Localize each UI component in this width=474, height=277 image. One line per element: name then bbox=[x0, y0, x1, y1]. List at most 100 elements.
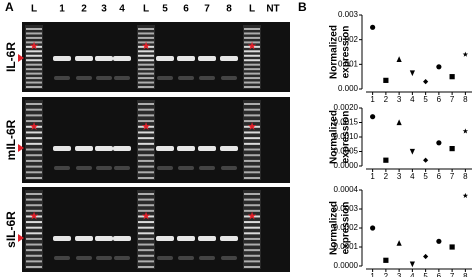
ladder-band bbox=[26, 63, 42, 66]
point bbox=[449, 74, 455, 80]
faint-band bbox=[178, 76, 194, 80]
point bbox=[396, 56, 402, 62]
faint-band bbox=[76, 256, 92, 260]
band bbox=[220, 146, 238, 151]
faint-band bbox=[157, 256, 173, 260]
point bbox=[462, 128, 469, 134]
ladder-band bbox=[138, 226, 154, 229]
x-tick-label: 2 bbox=[384, 272, 389, 277]
ladder-band bbox=[244, 226, 260, 229]
row-label: mIL-6R bbox=[4, 119, 18, 160]
x-tick-label: 1 bbox=[370, 272, 375, 277]
ladder-band bbox=[138, 28, 154, 30]
ladder-star: ★ bbox=[29, 211, 39, 223]
ladder-band bbox=[138, 243, 154, 246]
ladder-band bbox=[138, 171, 154, 174]
ladder-band bbox=[138, 232, 154, 235]
x-tick-label: 4 bbox=[410, 95, 415, 104]
faint-band bbox=[76, 76, 92, 80]
ladder-band bbox=[138, 125, 154, 128]
ladder-band bbox=[138, 249, 154, 252]
ladder-band bbox=[244, 32, 260, 35]
lane-label: 8 bbox=[226, 4, 232, 15]
ladder-band bbox=[138, 41, 154, 44]
ladder-band bbox=[244, 177, 260, 179]
ladder-band bbox=[26, 120, 42, 123]
ladder-band bbox=[138, 108, 154, 111]
x-tick-label: 8 bbox=[463, 272, 468, 277]
ladder-band bbox=[26, 137, 42, 140]
band bbox=[53, 236, 71, 241]
x-tick-label: 4 bbox=[410, 272, 415, 277]
faint-band bbox=[199, 166, 215, 170]
ladder-band bbox=[244, 45, 260, 48]
band bbox=[177, 236, 195, 241]
faint-band bbox=[96, 166, 112, 170]
y-tick-label: 0.0002 bbox=[334, 223, 359, 232]
ladder-band bbox=[26, 165, 42, 168]
point bbox=[370, 114, 376, 120]
lane-label: 3 bbox=[101, 4, 107, 15]
ladder-band bbox=[138, 165, 154, 168]
faint-band bbox=[221, 76, 237, 80]
ladder-band bbox=[244, 77, 260, 80]
ladder-star: ★ bbox=[247, 211, 257, 223]
y-tick-label: 0.0000 bbox=[334, 261, 359, 270]
ladder-band bbox=[26, 209, 42, 212]
ladder-band bbox=[26, 86, 42, 88]
band bbox=[75, 146, 93, 151]
ladder-band bbox=[138, 59, 154, 62]
ladder-band bbox=[244, 131, 260, 134]
lane-label: L bbox=[31, 4, 37, 15]
point bbox=[396, 240, 402, 246]
x-tick-label: 6 bbox=[437, 272, 442, 277]
ladder-band bbox=[244, 249, 260, 252]
y-tick-label: 0.0010 bbox=[334, 132, 359, 141]
ladder-lane bbox=[25, 100, 43, 180]
ladder-band bbox=[138, 45, 154, 48]
x-tick-label: 5 bbox=[423, 95, 428, 104]
ladder-band bbox=[244, 81, 260, 84]
ladder-lane bbox=[25, 190, 43, 269]
ladder-band bbox=[244, 114, 260, 117]
y-axis-label: expression bbox=[341, 111, 352, 164]
ladder-band bbox=[26, 81, 42, 84]
ladder-band bbox=[244, 36, 260, 39]
band bbox=[95, 56, 113, 61]
point bbox=[409, 261, 415, 268]
ladder-band bbox=[244, 86, 260, 88]
ladder-band bbox=[244, 198, 260, 201]
point bbox=[449, 244, 455, 250]
ladder-band bbox=[26, 171, 42, 174]
ladder-lane bbox=[243, 190, 261, 269]
y-axis-label: Normalized bbox=[329, 25, 340, 79]
y-tick-label: 0.0005 bbox=[334, 147, 359, 156]
ladder-star: ★ bbox=[247, 121, 257, 133]
ladder-band bbox=[26, 204, 42, 207]
faint-band bbox=[114, 76, 130, 80]
ladder-band bbox=[26, 260, 42, 263]
x-tick-label: 5 bbox=[423, 272, 428, 277]
ladder-band bbox=[244, 221, 260, 224]
ladder-band bbox=[26, 108, 42, 111]
ladder-band bbox=[244, 243, 260, 246]
faint-band bbox=[221, 256, 237, 260]
point bbox=[423, 79, 429, 85]
ladder-band bbox=[138, 68, 154, 71]
ladder-lane bbox=[243, 100, 261, 180]
ladder-band bbox=[26, 41, 42, 44]
ladder-band bbox=[26, 198, 42, 201]
faint-band bbox=[114, 166, 130, 170]
ladder-band bbox=[244, 266, 260, 268]
y-axis-label: Normalized bbox=[329, 201, 340, 255]
ladder-band bbox=[244, 54, 260, 57]
ladder-band bbox=[138, 77, 154, 80]
point bbox=[396, 119, 402, 126]
band bbox=[198, 146, 216, 151]
ladder-lane bbox=[137, 190, 155, 269]
band bbox=[53, 56, 71, 61]
band bbox=[198, 56, 216, 61]
point bbox=[370, 225, 376, 231]
band bbox=[113, 56, 131, 61]
ladder-band bbox=[244, 215, 260, 218]
